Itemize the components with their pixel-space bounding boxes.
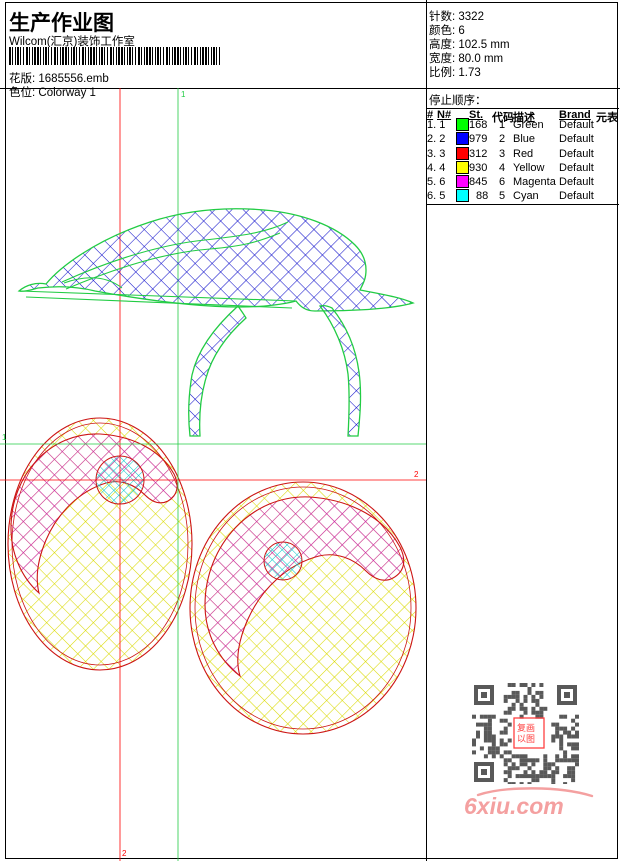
svg-text:1: 1 (2, 433, 7, 442)
svg-text:以图: 以图 (517, 734, 535, 744)
svg-text:2: 2 (122, 849, 127, 858)
svg-text:1: 1 (181, 90, 186, 99)
svg-text:6xiu.com: 6xiu.com (464, 793, 564, 817)
svg-text:复画: 复画 (517, 722, 535, 733)
svg-text:2: 2 (414, 470, 419, 479)
